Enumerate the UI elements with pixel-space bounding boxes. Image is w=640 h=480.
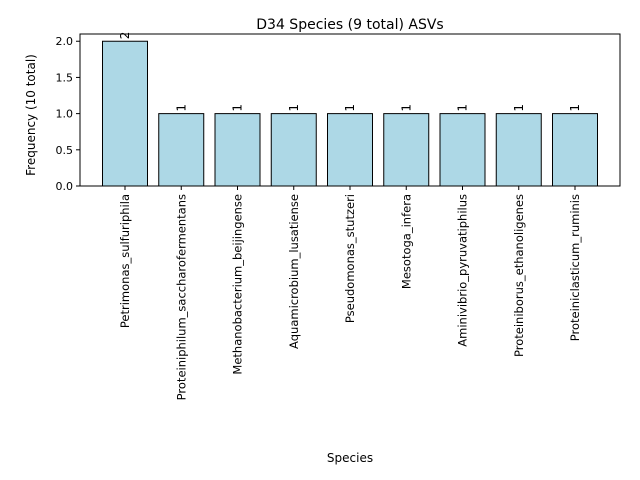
y-tick-label: 1.5 [56, 71, 74, 84]
bar [383, 113, 430, 187]
bar-data-label: 1 [512, 104, 526, 112]
y-axis-label: Frequency (10 total) [24, 54, 38, 176]
bar-data-label: 1 [456, 104, 470, 112]
bar [214, 113, 261, 187]
x-tick-label: Petrimonas_sulfuriphila [118, 194, 132, 328]
x-axis-ticks: Petrimonas_sulfuriphila Proteiniphilum_sa… [118, 186, 582, 400]
bar-data-label: 2 [118, 32, 132, 40]
bar [552, 113, 598, 187]
x-tick-label: Pseudomonas_stutzeri [343, 194, 357, 323]
chart-title: D34 Species (9 total) ASVs [256, 17, 443, 33]
bar-data-label: 1 [568, 104, 582, 112]
x-tick-label: Aminivibrio_pyruvatiphilus [456, 194, 470, 347]
x-tick-label: Aquamicrobium_lusatiense [287, 194, 301, 349]
plot-frame [79, 33, 621, 187]
bars [102, 40, 598, 187]
bar [495, 113, 542, 187]
bar-data-label: 1 [287, 104, 301, 112]
bar [270, 113, 317, 187]
x-axis-label: Species [327, 451, 373, 465]
y-axis-ticks: 0.0 0.5 1.0 1.5 2.0 [56, 35, 80, 193]
y-tick-label: 1.0 [56, 108, 74, 121]
x-tick-label: Methanobacterium_beijingense [231, 194, 245, 375]
x-tick-label: Proteiniclasticum_ruminis [568, 194, 582, 341]
x-tick-label: Mesotoga_infera [399, 194, 413, 289]
y-tick-label: 0.5 [56, 144, 74, 157]
bar [439, 113, 486, 187]
x-tick-label: Proteiniborus_ethanoligenes [512, 194, 526, 357]
bar-data-labels: 2 1 1 1 1 1 1 1 1 [118, 32, 582, 112]
bar-data-label: 1 [174, 104, 188, 112]
x-tick-label: Proteiniphilum_saccharofermentans [174, 194, 188, 400]
bar [158, 113, 205, 187]
bar [102, 40, 148, 187]
y-tick-label: 0.0 [56, 180, 74, 193]
bar [327, 113, 373, 187]
bar-data-label: 1 [231, 104, 245, 112]
bar-data-label: 1 [399, 104, 413, 112]
bar-data-label: 1 [343, 104, 357, 112]
y-tick-label: 2.0 [56, 35, 74, 48]
